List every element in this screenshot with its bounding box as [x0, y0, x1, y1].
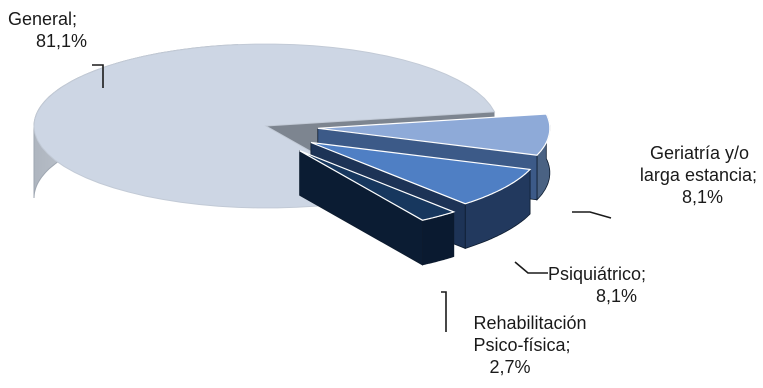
label-geriatria-line-3: 8,1% — [681, 187, 723, 207]
label-rehabilitacion-line-1: Rehabilitación — [473, 313, 587, 333]
label-general-line-2: 81,1% — [36, 31, 88, 51]
pie-slice-4-side — [421, 211, 455, 266]
leader-line-general — [92, 64, 104, 88]
label-rehabilitacion: Rehabilitación Psico-física; 2,7% — [460, 312, 600, 378]
pie-slice-4-top — [299, 150, 456, 221]
leader-line-rehabilitacion — [441, 291, 447, 332]
label-geriatria-line-2: larga estancia; — [639, 165, 757, 185]
pie-slice-2-top — [317, 113, 551, 156]
label-psiquiatrico-line-2: 8,1% — [596, 286, 638, 306]
pie-slice-3-top — [310, 141, 532, 205]
label-rehabilitacion-line-3: 2,7% — [489, 357, 531, 377]
leader-line-geriatria — [572, 211, 612, 219]
label-psiquiatrico: Psiquiátrico; 8,1% — [548, 263, 698, 307]
leader-line-psiquiatrico — [514, 261, 548, 274]
pie-slice-4 — [299, 150, 456, 266]
label-general-line-1: General; — [8, 9, 78, 29]
label-general: General; 81,1% — [8, 8, 87, 52]
label-geriatria: Geriatría y/o larga estancia; 8,1% — [603, 142, 763, 208]
label-geriatria-line-1: Geriatría y/o — [649, 143, 749, 163]
pie-slice-1-top — [33, 43, 496, 209]
label-psiquiatrico-line-1: Psiquiátrico; — [548, 264, 647, 284]
label-rehabilitacion-line-2: Psico-física; — [473, 335, 571, 355]
